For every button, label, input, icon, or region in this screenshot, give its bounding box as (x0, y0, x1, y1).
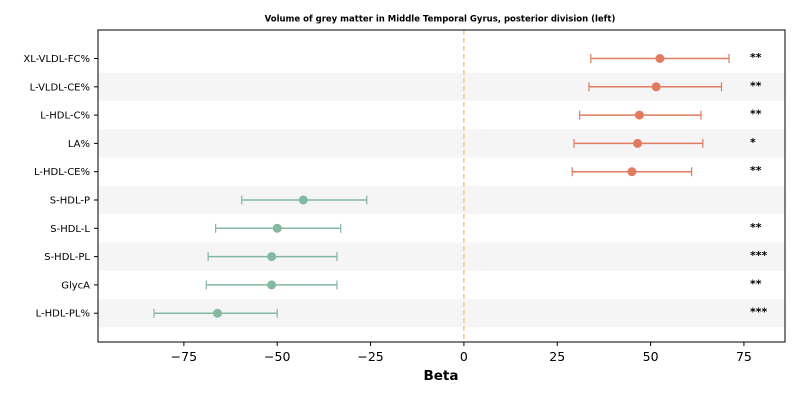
point-marker (655, 54, 665, 63)
point-marker (634, 110, 644, 120)
point-marker (651, 82, 661, 92)
y-tick-label: LA% (68, 139, 90, 150)
row-band (98, 185, 785, 215)
significance-label: ** (750, 164, 762, 177)
point-marker (627, 167, 637, 177)
x-axis-label: Beta (423, 368, 458, 384)
significance-label: ** (750, 79, 762, 92)
plot-frame (97, 29, 786, 343)
point-row-l-vldl-ce-: L-VLDL-CE% ** (30, 79, 762, 93)
y-tick-label: XL-VLDL-FC% (23, 54, 90, 65)
point-row-xl-vldl-fc-: XL-VLDL-FC% ** (23, 51, 761, 65)
point-row-s-hdl-pl: S-HDL-PL *** (44, 249, 767, 263)
y-tick-label: L-HDL-PL% (36, 309, 90, 320)
point-marker (267, 252, 277, 262)
y-tick-label: L-VLDL-CE% (30, 82, 90, 93)
point-row-la-: LA% * (68, 136, 756, 150)
row-band (98, 242, 785, 271)
point-marker (212, 308, 222, 318)
point-marker (633, 138, 643, 148)
x-tick-label: −25 (357, 349, 383, 364)
point-row-s-hdl-l: S-HDL-L ** (50, 221, 762, 235)
x-tick-label: 50 (643, 349, 659, 364)
y-tick-label: S-HDL-L (50, 224, 90, 235)
significance-label: * (750, 136, 756, 149)
significance-label: ** (750, 277, 762, 290)
y-tick-label: S-HDL-P (50, 196, 90, 207)
point-row-l-hdl-pl-: L-HDL-PL% *** (36, 306, 768, 320)
significance-label: *** (750, 249, 768, 262)
y-tick-label: GlycA (61, 280, 90, 291)
point-marker (267, 280, 277, 290)
y-tick-label: S-HDL-PL (44, 252, 90, 263)
point-row-l-hdl-ce-: L-HDL-CE% ** (34, 164, 762, 178)
row-bands (98, 72, 785, 328)
point-row-s-hdl-p: S-HDL-P (50, 195, 368, 207)
significance-label: *** (750, 306, 768, 319)
significance-label: ** (750, 51, 762, 64)
significance-label: ** (750, 108, 762, 121)
point-marker (272, 223, 282, 233)
x-tick-label: −50 (264, 349, 290, 364)
x-tick-label: 0 (460, 349, 468, 364)
x-tick-label: 75 (736, 349, 752, 364)
y-tick-label: L-HDL-CE% (34, 167, 90, 178)
point-row-l-hdl-c-: L-HDL-C% ** (40, 108, 761, 122)
significance-label: ** (750, 221, 762, 234)
chart-title: Volume of grey matter in Middle Temporal… (265, 15, 616, 25)
x-tick-label: 25 (549, 349, 565, 364)
point-row-glyca: GlycA ** (61, 277, 762, 291)
data-marks: XL-VLDL-FC% **L-VLDL-CE% **L-HDL-C% **LA% *L… (23, 51, 767, 320)
x-axis: −75 −50 −25 0 25 50 75 (94, 58, 752, 364)
y-tick-label: L-HDL-C% (40, 111, 90, 122)
x-tick-label: −75 (171, 349, 197, 364)
point-marker (298, 195, 308, 205)
